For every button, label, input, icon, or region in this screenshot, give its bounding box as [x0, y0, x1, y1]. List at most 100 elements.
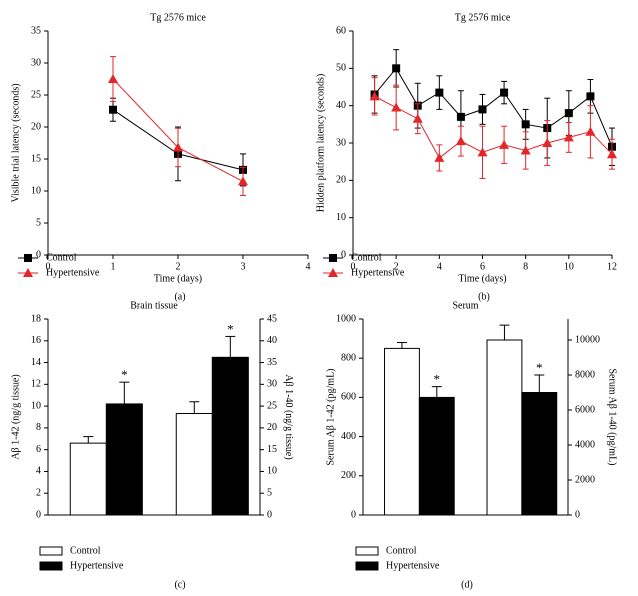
- data-point: [478, 105, 487, 114]
- y-tick-label: 20: [31, 121, 41, 132]
- x-tick-label: 2: [176, 261, 181, 272]
- y2-tick-label: 40: [267, 335, 277, 346]
- caption: (b): [478, 291, 490, 302]
- y2-tick-label: 8000: [575, 369, 595, 380]
- x-tick-label: 2: [394, 261, 399, 272]
- y2-tick-label: 30: [267, 379, 277, 390]
- bar: [384, 347, 420, 516]
- series-line: [374, 95, 613, 159]
- y-tick-label: 35: [31, 25, 41, 36]
- data-point: [564, 109, 573, 118]
- y2-tick-label: 0: [267, 509, 272, 520]
- y2-tick-label: 5: [267, 488, 272, 499]
- data-point: [477, 147, 488, 157]
- data-point: [521, 120, 530, 129]
- y2-tick-label: 35: [267, 357, 277, 368]
- x-tick-label: 10: [564, 261, 574, 272]
- data-point: [369, 91, 380, 101]
- bar: [105, 403, 143, 516]
- y-tick-label: 18: [31, 313, 41, 324]
- y-tick-label: 200: [341, 470, 356, 481]
- x-tick-label: 12: [607, 261, 617, 272]
- x-axis-label: Time (days): [154, 273, 202, 284]
- y-axis-label: Aβ 1-42 (ng/g tissue): [10, 374, 21, 459]
- chart-title: Brain tissue: [130, 300, 178, 311]
- data-point: [435, 88, 444, 97]
- y2-tick-label: 15: [267, 444, 277, 455]
- y-tick-label: 40: [336, 100, 346, 111]
- y-tick-label: 6: [36, 444, 41, 455]
- data-point: [109, 105, 117, 114]
- y-tick-label: 16: [31, 335, 41, 346]
- y-tick-label: 14: [31, 357, 41, 368]
- legend-label: Control: [351, 252, 382, 263]
- y-tick-label: 10: [31, 400, 41, 411]
- data-point: [607, 149, 617, 159]
- significance: *: [121, 367, 128, 382]
- caption: (d): [461, 579, 473, 590]
- y-tick-label: 400: [341, 431, 356, 442]
- y2-tick-label: 25: [267, 400, 277, 411]
- data-point: [542, 138, 553, 147]
- y2-tick-label: 2000: [575, 474, 595, 485]
- y-tick-label: 20: [336, 175, 346, 186]
- y-axis-label: Serum Aβ 1-42 (pg/mL): [325, 368, 336, 465]
- y-axis-label: Hidden platform latency (seconds): [315, 74, 326, 213]
- data-point: [238, 176, 248, 186]
- data-point: [434, 152, 445, 162]
- significance: *: [227, 321, 234, 336]
- y-tick-label: 10: [31, 185, 41, 196]
- significance: *: [536, 360, 543, 375]
- x-tick-label: 8: [523, 261, 528, 272]
- legend-swatch: [355, 561, 379, 571]
- y2-tick-label: 45: [267, 313, 277, 324]
- y2-tick-label: 10: [267, 466, 277, 477]
- caption: (c): [174, 579, 185, 590]
- data-point: [392, 64, 401, 73]
- x-tick-label: 4: [437, 261, 442, 272]
- y2-axis-label: Aβ 1-40 (ng/g tissue): [283, 374, 294, 459]
- data-point: [412, 113, 423, 123]
- legend-marker: [23, 268, 33, 277]
- legend-label: Hypertensive: [386, 560, 440, 571]
- legend-label: Control: [46, 252, 77, 263]
- data-point: [586, 92, 595, 101]
- y2-tick-label: 0: [575, 509, 580, 520]
- significance: *: [434, 372, 441, 387]
- data-point: [500, 88, 509, 97]
- caption: (a): [174, 291, 185, 302]
- y2-tick-label: 6000: [575, 404, 595, 415]
- bar: [211, 356, 249, 516]
- legend-swatch: [39, 546, 63, 556]
- data-point: [108, 74, 118, 83]
- x-tick-label: 1: [111, 261, 116, 272]
- chart-title: Tg 2576 mice: [150, 12, 206, 23]
- y-tick-label: 4: [36, 466, 41, 477]
- legend-swatch: [39, 561, 63, 571]
- data-point: [391, 102, 402, 112]
- data-point: [585, 126, 596, 136]
- x-tick-label: 0: [351, 261, 356, 272]
- y-tick-label: 5: [36, 217, 41, 228]
- y-tick-label: 60: [336, 25, 346, 36]
- bar: [69, 442, 107, 516]
- x-tick-label: 3: [241, 261, 246, 272]
- bar: [175, 413, 213, 516]
- y-tick-label: 25: [31, 89, 41, 100]
- bar: [521, 392, 558, 516]
- legend-marker: [24, 254, 32, 262]
- y-tick-label: 2: [36, 488, 41, 499]
- y-tick-label: 0: [341, 249, 346, 260]
- chart-title: Tg 2576 mice: [455, 12, 511, 23]
- y2-tick-label: 10000: [575, 334, 600, 345]
- legend-label: Hypertensive: [351, 267, 405, 278]
- y2-tick-label: 20: [267, 422, 277, 433]
- legend-marker: [329, 254, 337, 262]
- bar: [418, 396, 455, 516]
- y-tick-label: 15: [31, 153, 41, 164]
- legend-label: Hypertensive: [46, 267, 100, 278]
- y-tick-label: 50: [336, 63, 346, 74]
- legend-label: Hypertensive: [70, 560, 124, 571]
- y2-axis-label: Serum Aβ 1-40 (pg/mL): [607, 368, 618, 465]
- y-tick-label: 30: [336, 137, 346, 148]
